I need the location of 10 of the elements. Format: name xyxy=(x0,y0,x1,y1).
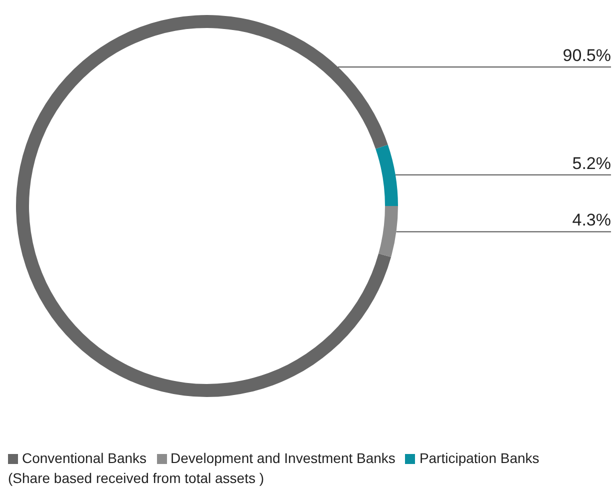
donut-slice xyxy=(376,144,398,206)
legend-label: Participation Banks xyxy=(419,450,540,466)
data-label: 5.2% xyxy=(572,154,611,173)
legend-label: Conventional Banks xyxy=(22,450,147,466)
text: (Share based received from total assets ) xyxy=(8,470,266,486)
data-label: 90.5% xyxy=(562,46,611,65)
data-label: 4.3% xyxy=(572,210,611,230)
donut-slice xyxy=(16,15,392,397)
legend-label: Development and Investment Banks xyxy=(170,450,396,466)
donut-slice xyxy=(378,206,398,257)
